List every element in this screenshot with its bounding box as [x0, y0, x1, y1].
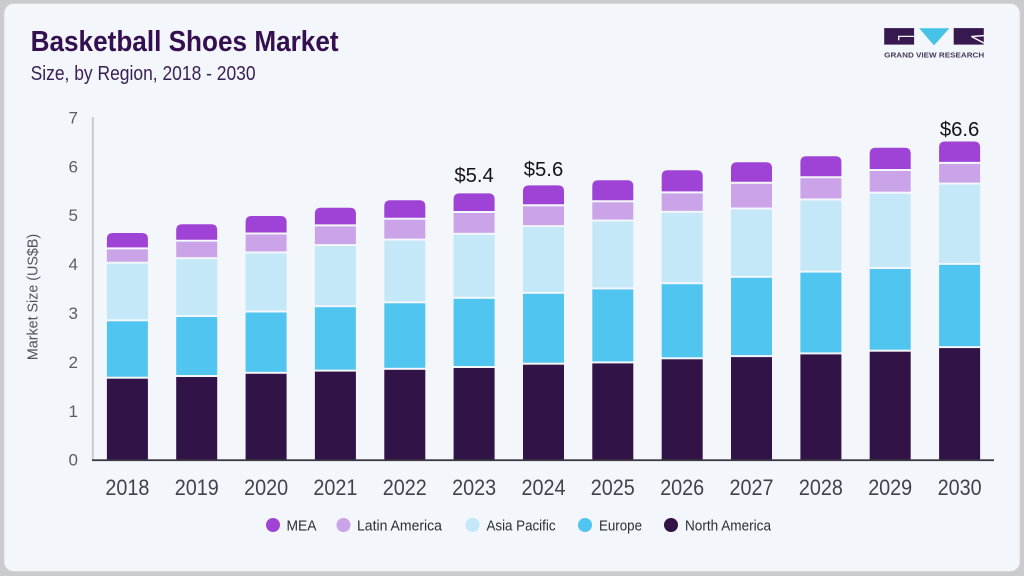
svg-text:2018: 2018 — [105, 475, 149, 500]
svg-text:2025: 2025 — [591, 475, 635, 500]
svg-text:2030: 2030 — [938, 475, 982, 500]
svg-text:Europe: Europe — [599, 518, 642, 535]
svg-text:Basketball Shoes Market: Basketball Shoes Market — [31, 26, 339, 58]
svg-text:0: 0 — [69, 451, 78, 470]
svg-text:$5.6: $5.6 — [524, 159, 563, 181]
svg-text:2027: 2027 — [730, 475, 774, 500]
svg-text:5: 5 — [69, 206, 78, 225]
svg-text:4: 4 — [69, 255, 78, 274]
svg-text:6: 6 — [69, 157, 78, 176]
svg-text:MEA: MEA — [287, 518, 317, 535]
svg-text:Asia Pacific: Asia Pacific — [487, 518, 556, 535]
svg-text:$6.6: $6.6 — [940, 119, 979, 141]
svg-text:North America: North America — [685, 518, 772, 535]
svg-text:2029: 2029 — [868, 475, 912, 500]
svg-text:2019: 2019 — [175, 475, 219, 500]
svg-text:GRAND VIEW RESEARCH: GRAND VIEW RESEARCH — [884, 52, 984, 59]
svg-text:3: 3 — [69, 304, 78, 323]
svg-text:2026: 2026 — [660, 475, 704, 500]
svg-text:2: 2 — [69, 353, 78, 372]
svg-text:2020: 2020 — [244, 475, 288, 500]
svg-text:Market Size (US$B): Market Size (US$B) — [26, 234, 42, 360]
svg-text:2023: 2023 — [452, 475, 496, 500]
svg-text:2021: 2021 — [313, 475, 357, 500]
svg-text:2022: 2022 — [383, 475, 427, 500]
svg-text:7: 7 — [69, 108, 78, 127]
svg-text:2028: 2028 — [799, 475, 843, 500]
svg-text:2024: 2024 — [522, 475, 566, 500]
svg-text:$5.4: $5.4 — [454, 165, 493, 187]
svg-text:Size, by Region, 2018 - 2030: Size, by Region, 2018 - 2030 — [31, 62, 256, 85]
svg-text:1: 1 — [69, 402, 78, 421]
svg-text:Latin America: Latin America — [357, 518, 443, 535]
